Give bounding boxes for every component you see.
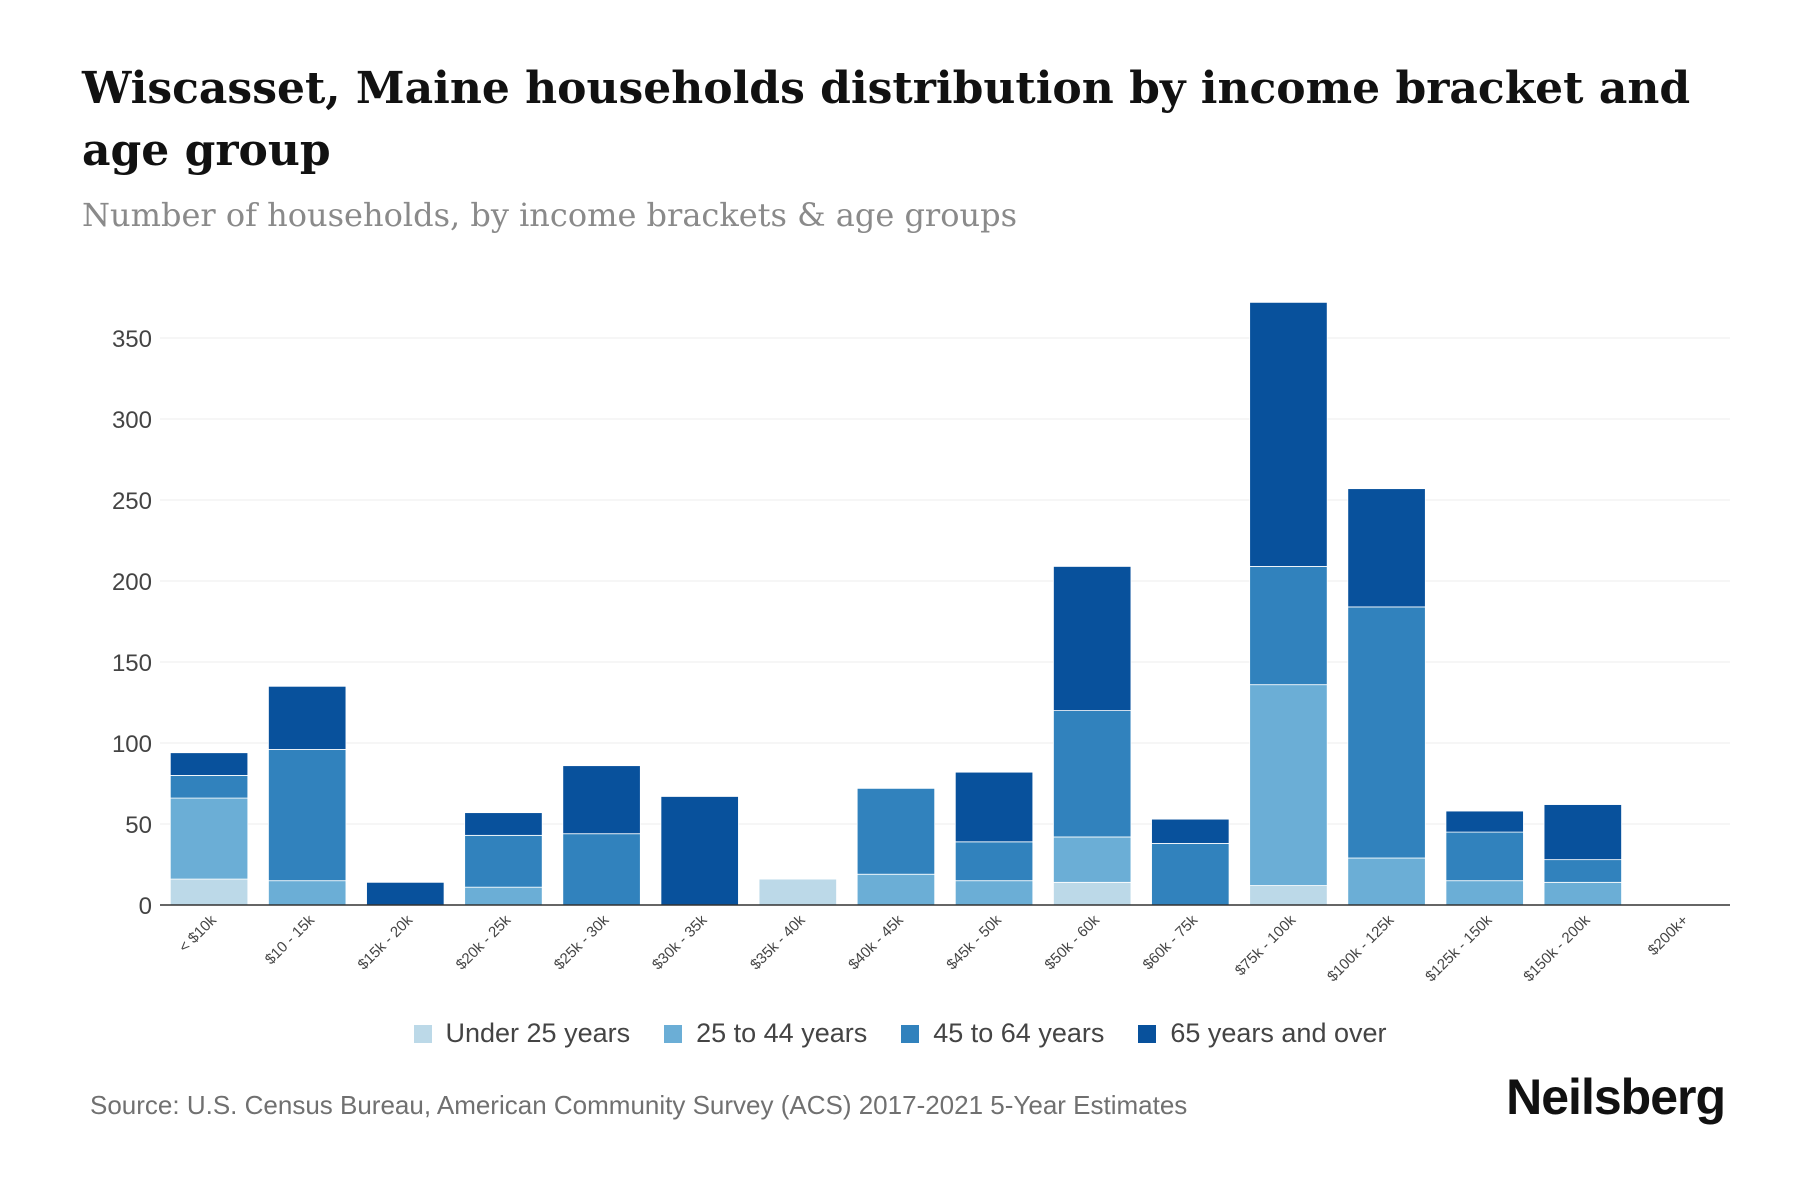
x-tick-label: $60k - 75k [1140,911,1202,973]
bar-segment [1347,857,1426,906]
stacked-bar-chart: 0 50 100 150 200 250 300 350 < $10k $10 - 15k $15k… [112,301,1730,985]
bar-segment [464,886,543,906]
bar-segment [1249,566,1328,686]
brand-logo: Neilsberg [1506,1069,1726,1125]
bar-segment [1347,488,1426,608]
x-tick-label: < $10k [176,911,221,956]
legend-item: 65 years and over [1138,1018,1387,1049]
bar-segment [464,834,543,888]
bar-segment [954,771,1034,843]
x-tick-label: $40k - 45k [845,911,907,973]
bar-segment [856,787,936,875]
bar-segment [1543,859,1622,883]
y-tick-label: 300 [112,407,152,434]
y-tick-label: 50 [125,812,152,839]
x-tick-label: $35k - 40k [747,911,809,973]
bar-segment [169,878,249,906]
x-tick-label: $20k - 25k [453,911,515,973]
x-tick-label: $25k - 30k [551,911,613,973]
x-tick-label: $45k - 50k [943,911,1005,973]
bar-segment [1249,684,1328,886]
y-tick-label: 350 [112,326,152,353]
legend-item: 25 to 44 years [664,1018,867,1049]
bar-segment [1543,881,1622,906]
bar-segment [1053,566,1132,711]
bar-segment [268,749,347,882]
chart-subtitle: Number of households, by income brackets… [82,196,1017,234]
y-tick-label: 200 [112,569,152,596]
bar-segment [1053,836,1132,883]
x-tick-label: $150k - 200k [1520,911,1594,985]
bar-segment [562,765,641,835]
x-tick-label: $15k - 20k [355,911,417,973]
chart-title: Wiscasset, Maine households distribution… [82,63,1691,176]
bar-segment [856,873,936,906]
bar-segment [1053,710,1132,838]
bar-segment [1151,818,1230,844]
legend-item: Under 25 years [413,1018,631,1049]
bar-segment [954,880,1034,906]
bar-segment [1543,804,1622,861]
x-tick-label: $10 - 15k [262,911,319,968]
bar-segment [1249,301,1328,567]
y-tick-label: 250 [112,488,152,515]
x-tick-label: $50k - 60k [1041,911,1103,973]
bar-segment [562,833,641,906]
bar-segment [268,880,347,906]
bar-segment [1445,880,1524,906]
x-tick-label: $30k - 35k [649,911,711,973]
legend-label: Under 25 years [445,1018,631,1048]
bar-segment [268,685,347,750]
bar-segment [464,812,543,836]
legend-swatch [664,1024,683,1043]
x-tick-label: $200k+ [1645,912,1692,959]
bar-segment [1347,606,1426,859]
legend-swatch [901,1024,920,1043]
bar-segment [660,796,739,906]
x-tick-label: $125k - 150k [1422,911,1496,985]
legend-label: 45 to 64 years [933,1018,1105,1048]
bar-segment [366,881,445,906]
bar-segment [1249,885,1328,906]
legend-label: 65 years and over [1170,1018,1387,1048]
bar-segment [758,878,837,906]
bar-segment [169,797,249,880]
source-note: Source: U.S. Census Bureau, American Com… [90,1090,1188,1120]
legend-item: 45 to 64 years [901,1018,1104,1049]
y-tick-label: 0 [139,893,152,920]
bar-segment [1445,831,1524,882]
bar-segment [169,752,249,776]
legend-swatch [413,1024,432,1043]
y-tick-label: 100 [112,731,152,758]
bar-segment [1053,881,1132,906]
bar-segment [169,775,249,799]
legend-label: 25 to 44 years [696,1018,868,1048]
x-tick-label: $75k - 100k [1232,911,1300,979]
bar-segment [1151,843,1230,906]
y-tick-label: 150 [112,650,152,677]
legend-swatch [1138,1024,1157,1043]
x-tick-label: $100k - 125k [1324,911,1398,985]
bar-segment [954,841,1034,882]
chart-legend: Under 25 years 25 to 44 years 45 to 64 yea… [0,1018,1800,1049]
bar-segment [1445,810,1524,833]
